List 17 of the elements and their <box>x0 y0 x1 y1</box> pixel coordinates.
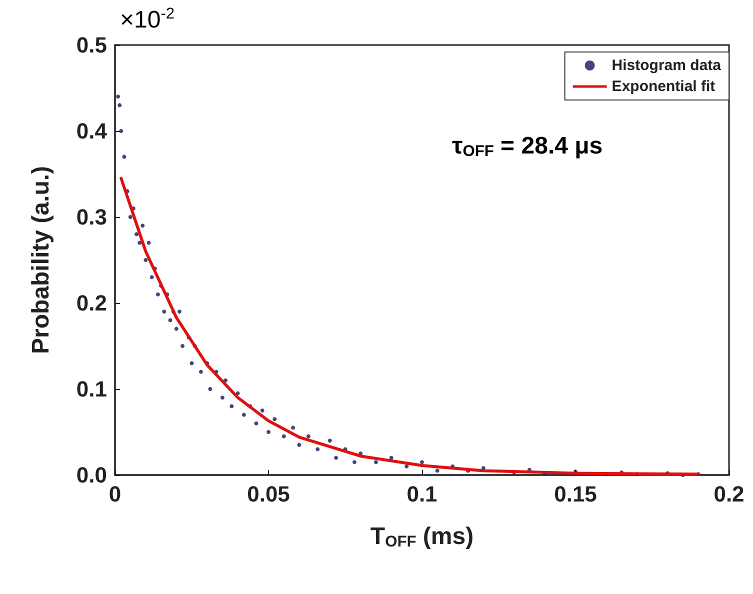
legend-label: Exponential fit <box>612 78 716 95</box>
y-tick-label: 0.5 <box>76 32 107 58</box>
y-tick-label: 0.2 <box>76 290 107 316</box>
y-tick-label: 0.3 <box>76 204 107 230</box>
legend-label: Histogram data <box>612 57 722 74</box>
annotation: τOFF = 28.4 μs <box>452 132 603 160</box>
y-tick-label: 0.4 <box>76 118 108 144</box>
x-tick-label: 0.1 <box>406 482 438 506</box>
y-tick-label: 0.0 <box>76 462 107 488</box>
y-axis-title: Probability (a.u.) <box>28 166 54 354</box>
x-tick-label: 0 <box>108 482 122 506</box>
line-series <box>120 176 700 476</box>
x-tick-label: 0.05 <box>247 482 290 506</box>
x-tick-label: 0.15 <box>554 482 597 506</box>
y-tick-label: 0.1 <box>76 376 107 402</box>
x-axis-title: TOFF (ms) <box>370 522 474 550</box>
x-tick-label: 0.2 <box>714 482 744 506</box>
